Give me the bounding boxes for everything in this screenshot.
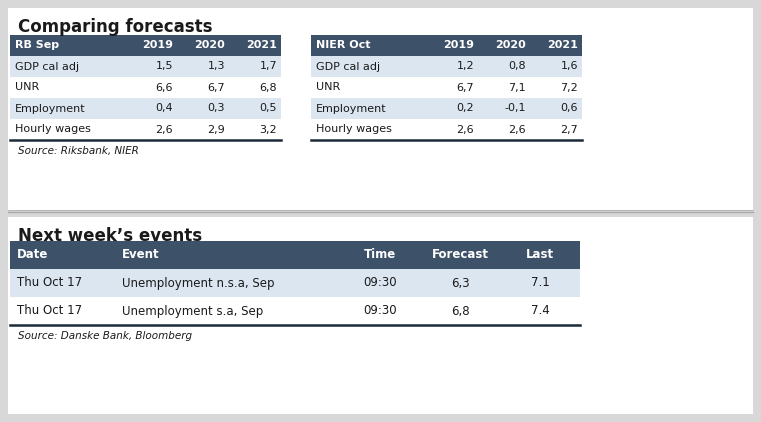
Text: 0,8: 0,8 bbox=[508, 62, 526, 71]
FancyBboxPatch shape bbox=[10, 35, 281, 56]
Text: Comparing forecasts: Comparing forecasts bbox=[18, 18, 212, 36]
Text: Unemployment s.a, Sep: Unemployment s.a, Sep bbox=[122, 305, 263, 317]
Text: 0,5: 0,5 bbox=[260, 103, 277, 114]
FancyBboxPatch shape bbox=[10, 77, 281, 98]
Text: 6,8: 6,8 bbox=[260, 82, 277, 92]
Text: 09:30: 09:30 bbox=[363, 276, 396, 289]
Text: Last: Last bbox=[526, 249, 554, 262]
Text: 2,6: 2,6 bbox=[457, 124, 474, 135]
Text: Time: Time bbox=[364, 249, 396, 262]
Text: Source: Danske Bank, Bloomberg: Source: Danske Bank, Bloomberg bbox=[18, 331, 192, 341]
Text: UNR: UNR bbox=[316, 82, 340, 92]
Text: 0,3: 0,3 bbox=[208, 103, 225, 114]
Text: 6,7: 6,7 bbox=[457, 82, 474, 92]
FancyBboxPatch shape bbox=[10, 98, 281, 119]
Text: 2020: 2020 bbox=[495, 41, 526, 51]
Text: 7,1: 7,1 bbox=[508, 82, 526, 92]
Text: Thu Oct 17: Thu Oct 17 bbox=[17, 276, 82, 289]
Text: 1,5: 1,5 bbox=[155, 62, 173, 71]
Text: 0,6: 0,6 bbox=[561, 103, 578, 114]
FancyBboxPatch shape bbox=[8, 8, 753, 210]
Text: 6,3: 6,3 bbox=[451, 276, 470, 289]
Text: 2021: 2021 bbox=[246, 41, 277, 51]
FancyBboxPatch shape bbox=[311, 119, 582, 140]
FancyBboxPatch shape bbox=[311, 98, 582, 119]
FancyBboxPatch shape bbox=[311, 35, 582, 56]
Text: 7.4: 7.4 bbox=[530, 305, 549, 317]
Text: 1,2: 1,2 bbox=[457, 62, 474, 71]
Text: 0,2: 0,2 bbox=[457, 103, 474, 114]
Text: 2,7: 2,7 bbox=[560, 124, 578, 135]
Text: Employment: Employment bbox=[316, 103, 387, 114]
FancyBboxPatch shape bbox=[311, 77, 582, 98]
Text: 7.1: 7.1 bbox=[530, 276, 549, 289]
Text: Forecast: Forecast bbox=[431, 249, 489, 262]
Text: -0,1: -0,1 bbox=[505, 103, 526, 114]
Text: 6,8: 6,8 bbox=[451, 305, 470, 317]
Text: RB Sep: RB Sep bbox=[15, 41, 59, 51]
Text: NIER Oct: NIER Oct bbox=[316, 41, 371, 51]
Text: 6,7: 6,7 bbox=[208, 82, 225, 92]
Text: 1,3: 1,3 bbox=[208, 62, 225, 71]
Text: 2019: 2019 bbox=[443, 41, 474, 51]
Text: Thu Oct 17: Thu Oct 17 bbox=[17, 305, 82, 317]
Text: Source: Riksbank, NIER: Source: Riksbank, NIER bbox=[18, 146, 139, 156]
Text: Date: Date bbox=[17, 249, 49, 262]
Text: Employment: Employment bbox=[15, 103, 86, 114]
Text: Unemployment n.s.a, Sep: Unemployment n.s.a, Sep bbox=[122, 276, 275, 289]
Text: 0,4: 0,4 bbox=[155, 103, 173, 114]
Text: 2021: 2021 bbox=[547, 41, 578, 51]
FancyBboxPatch shape bbox=[10, 269, 580, 297]
FancyBboxPatch shape bbox=[311, 56, 582, 77]
Text: Next week’s events: Next week’s events bbox=[18, 227, 202, 245]
FancyBboxPatch shape bbox=[10, 56, 281, 77]
Text: Hourly wages: Hourly wages bbox=[15, 124, 91, 135]
FancyBboxPatch shape bbox=[10, 241, 580, 269]
Text: 2,6: 2,6 bbox=[508, 124, 526, 135]
Text: 6,6: 6,6 bbox=[155, 82, 173, 92]
FancyBboxPatch shape bbox=[10, 119, 281, 140]
Text: 2019: 2019 bbox=[142, 41, 173, 51]
Text: 2020: 2020 bbox=[194, 41, 225, 51]
FancyBboxPatch shape bbox=[10, 297, 580, 325]
FancyBboxPatch shape bbox=[8, 217, 753, 414]
Text: 1,7: 1,7 bbox=[260, 62, 277, 71]
Text: 09:30: 09:30 bbox=[363, 305, 396, 317]
Text: GDP cal adj: GDP cal adj bbox=[15, 62, 79, 71]
Text: 2,6: 2,6 bbox=[155, 124, 173, 135]
Text: Event: Event bbox=[122, 249, 160, 262]
Text: 3,2: 3,2 bbox=[260, 124, 277, 135]
Text: 1,6: 1,6 bbox=[561, 62, 578, 71]
Text: GDP cal adj: GDP cal adj bbox=[316, 62, 380, 71]
Text: 2,9: 2,9 bbox=[207, 124, 225, 135]
Text: Hourly wages: Hourly wages bbox=[316, 124, 392, 135]
Text: 7,2: 7,2 bbox=[560, 82, 578, 92]
Text: UNR: UNR bbox=[15, 82, 40, 92]
